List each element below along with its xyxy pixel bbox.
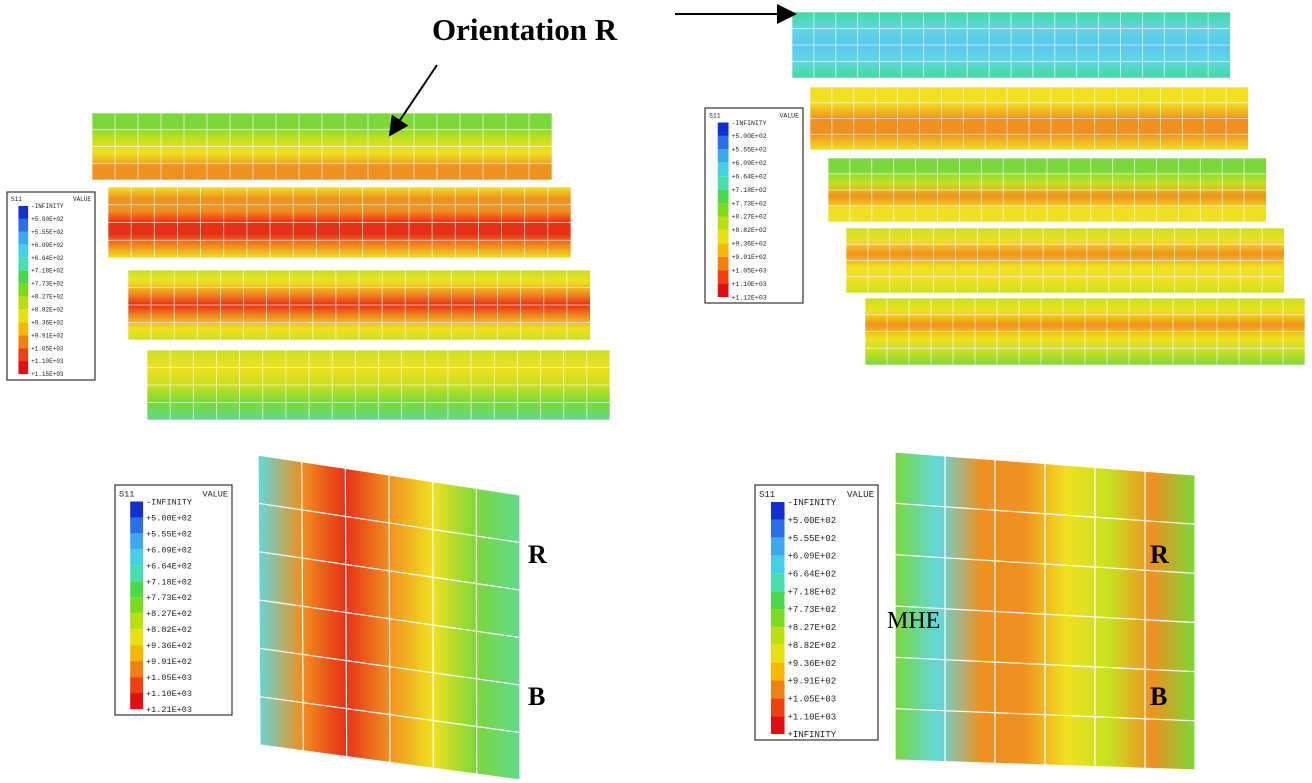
legend-label: -INFINITY <box>732 120 767 127</box>
r-label: R <box>528 540 547 569</box>
legend-label: +7.18E+02 <box>146 577 192 587</box>
legend-label: +9.36E+02 <box>788 659 837 669</box>
legend-label: +7.18E+02 <box>732 187 767 194</box>
strip <box>845 227 1284 294</box>
strip <box>146 349 611 421</box>
strip <box>827 157 1266 223</box>
legend-label: +9.91E+02 <box>146 657 192 667</box>
legend-label: +6.09E+02 <box>788 552 837 562</box>
legend-label: +7.73E+02 <box>146 593 192 603</box>
legend-label: +1.05E+03 <box>31 345 64 352</box>
arrow <box>388 64 438 137</box>
legend-label: +6.09E+02 <box>146 545 192 555</box>
legend-label: +6.64E+02 <box>788 570 837 580</box>
contour-plots <box>91 11 1306 781</box>
legend-label: +5.55E+02 <box>788 534 837 544</box>
legend-title: S11 <box>11 196 22 203</box>
legend-label: +1.05E+03 <box>146 673 192 683</box>
legend-label: +7.18E+02 <box>31 268 64 275</box>
legend-header: VALUE <box>202 490 228 500</box>
legend-label: +5.00E+02 <box>146 513 192 523</box>
legend-label: +5.00E+02 <box>732 133 767 140</box>
legend-label: +7.18E+02 <box>788 587 837 597</box>
legend-label: -INFINITY <box>788 498 837 508</box>
legend: S11 VALUE -INFINITY +5.00E+02 +5.55E+02 +6.09… <box>704 107 804 304</box>
legend-label: +1.15E+03 <box>31 371 64 378</box>
legend-label: -INFINITY <box>31 203 64 210</box>
strip <box>91 112 553 181</box>
legend-label: +5.55E+02 <box>31 229 64 236</box>
legend-label: +6.09E+02 <box>31 242 64 249</box>
legend-label: +5.00E+02 <box>31 216 64 223</box>
legend-label: +1.10E+03 <box>732 281 767 288</box>
legend-label: +8.82E+02 <box>788 641 837 651</box>
legend-header: VALUE <box>73 196 91 203</box>
legend-label: +7.73E+02 <box>732 200 767 207</box>
legend-title: S11 <box>119 490 134 500</box>
legend-label: +8.27E+02 <box>788 623 837 633</box>
legend-label: +5.55E+02 <box>732 147 767 154</box>
legend-label: +9.36E+02 <box>146 641 192 651</box>
legend-label: +1.10E+03 <box>146 689 192 699</box>
legend-label: -INFINITY <box>146 497 192 507</box>
legend-label: +8.82E+02 <box>146 625 192 635</box>
mhe-label: MHE <box>887 608 940 634</box>
b-label: B <box>1150 682 1167 711</box>
legend-label: +5.00E+02 <box>788 516 837 526</box>
orientation-label: Orientation R <box>432 12 618 47</box>
legend-label: +9.36E+02 <box>732 241 767 248</box>
legend-label: +1.10E+03 <box>788 712 837 722</box>
legend-label: +9.91E+02 <box>31 332 64 339</box>
legend-label: +1.21E+03 <box>146 705 192 715</box>
r-label: R <box>1150 540 1169 569</box>
legend-label: +1.05E+03 <box>788 694 837 704</box>
legend-label: +1.05E+03 <box>732 267 767 274</box>
legend-label: +5.55E+02 <box>146 529 192 539</box>
legend-label: +6.09E+02 <box>732 160 767 167</box>
legend-title: S11 <box>759 490 775 500</box>
legend-label: +9.91E+02 <box>732 254 767 261</box>
legend-label: +8.82E+02 <box>31 306 64 313</box>
legend-label: +7.73E+02 <box>31 281 64 288</box>
strip <box>107 186 572 259</box>
legend-label: +6.64E+02 <box>146 561 192 571</box>
legend: S11 VALUE -INFINITY +5.00E+02 +5.55E+02 +6.09… <box>114 484 233 716</box>
strip <box>864 297 1306 366</box>
legend-label: +8.27E+02 <box>732 214 767 221</box>
legend-label: +9.91E+02 <box>788 677 837 687</box>
legend-label: +8.27E+02 <box>146 609 192 619</box>
legend-header: VALUE <box>779 113 799 120</box>
legend-label: +1.12E+03 <box>732 294 767 301</box>
legend-label: +INFINITY <box>788 730 837 740</box>
strip <box>809 86 1248 151</box>
legend-label: +1.10E+03 <box>31 358 64 365</box>
legend-label: +7.73E+02 <box>788 605 837 615</box>
legend-label: +6.64E+02 <box>732 173 767 180</box>
b-label: B <box>528 682 545 711</box>
strip <box>791 11 1230 79</box>
legend-header: VALUE <box>847 490 874 500</box>
legend-label: +9.36E+02 <box>31 319 64 326</box>
legend: S11 VALUE -INFINITY +5.00E+02 +5.55E+02 +6.09… <box>6 191 96 381</box>
legend-label: +6.64E+02 <box>31 255 64 262</box>
block <box>257 454 521 781</box>
block <box>894 451 1196 771</box>
legend-label: +8.82E+02 <box>732 227 767 234</box>
legend-label: +8.27E+02 <box>31 294 64 301</box>
legend: S11 VALUE -INFINITY +5.00E+02 +5.55E+02 +6.09… <box>754 484 879 741</box>
legend-title: S11 <box>709 113 721 120</box>
strip <box>127 269 590 341</box>
